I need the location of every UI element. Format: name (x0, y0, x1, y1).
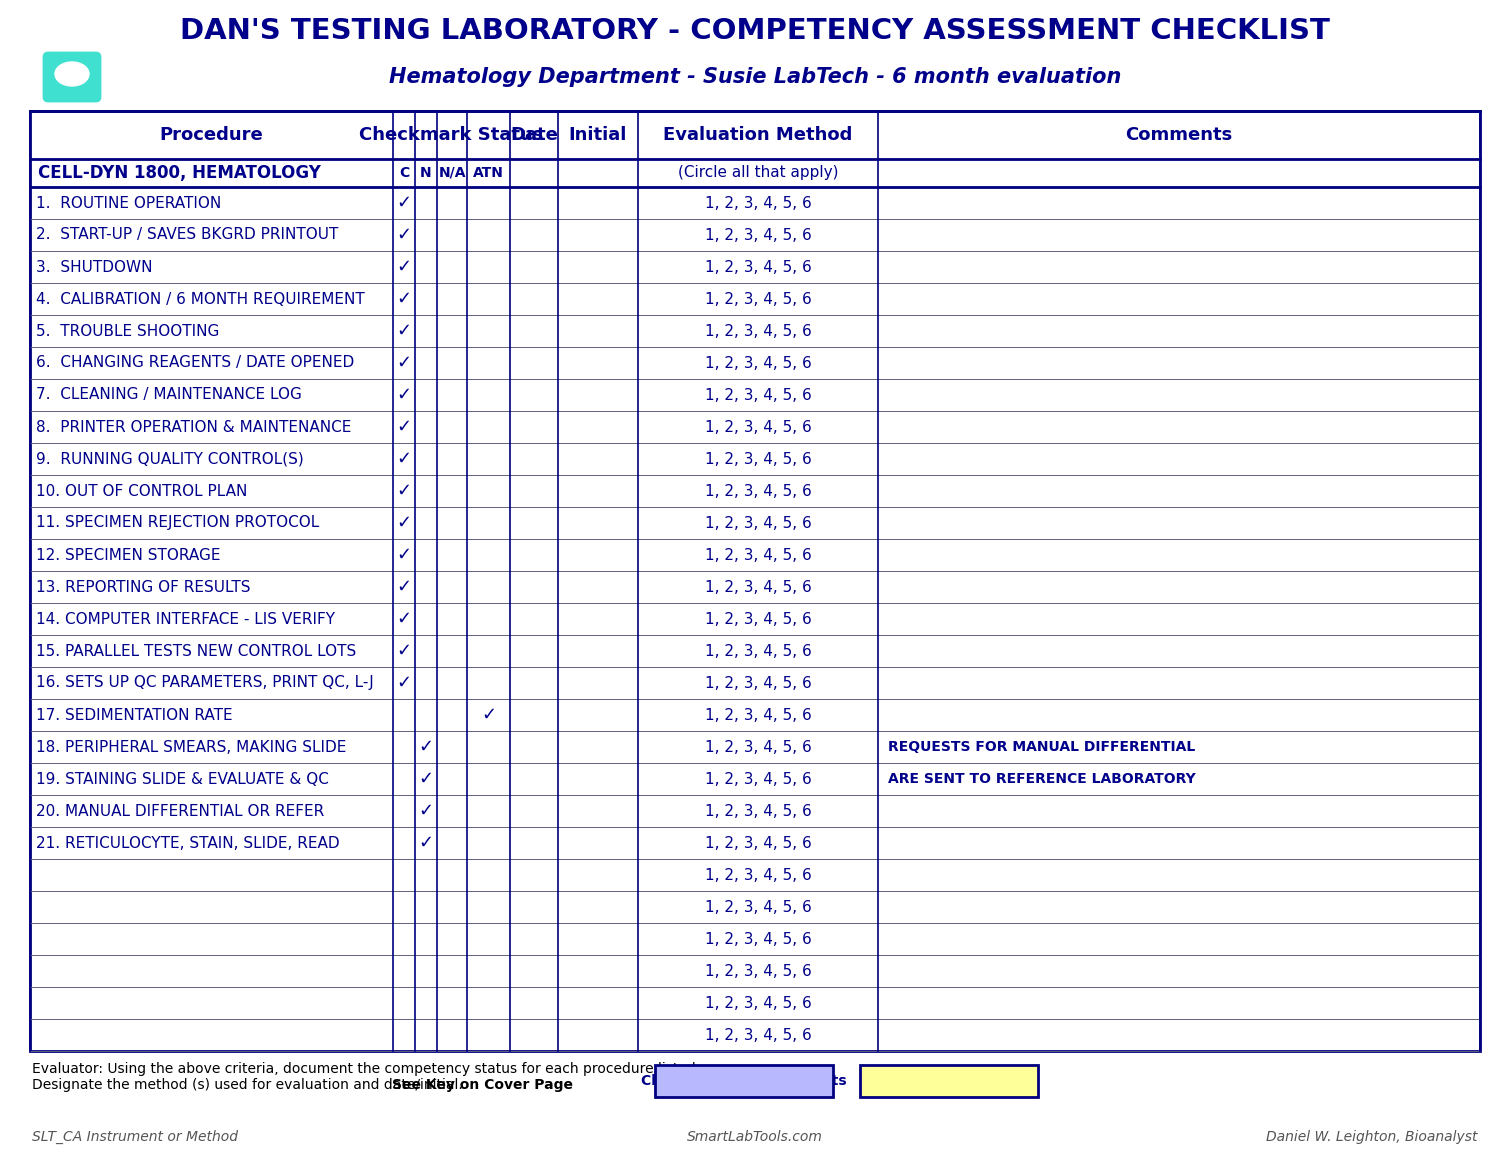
Text: 13. REPORTING OF RESULTS: 13. REPORTING OF RESULTS (36, 580, 251, 595)
Text: 1, 2, 3, 4, 5, 6: 1, 2, 3, 4, 5, 6 (704, 643, 811, 658)
Text: 1, 2, 3, 4, 5, 6: 1, 2, 3, 4, 5, 6 (704, 452, 811, 467)
Text: ✓: ✓ (396, 450, 411, 468)
Text: 1, 2, 3, 4, 5, 6: 1, 2, 3, 4, 5, 6 (704, 1028, 811, 1042)
Text: 1, 2, 3, 4, 5, 6: 1, 2, 3, 4, 5, 6 (704, 867, 811, 882)
Text: Daniel W. Leighton, Bioanalyst: Daniel W. Leighton, Bioanalyst (1266, 1130, 1478, 1144)
Text: ✓: ✓ (396, 578, 411, 596)
Text: 1, 2, 3, 4, 5, 6: 1, 2, 3, 4, 5, 6 (704, 932, 811, 947)
Text: Date: Date (511, 126, 558, 144)
Text: 20. MANUAL DIFFERENTIAL OR REFER: 20. MANUAL DIFFERENTIAL OR REFER (36, 803, 325, 818)
Text: ✓: ✓ (396, 482, 411, 500)
Text: 19. STAINING SLIDE & EVALUATE & QC: 19. STAINING SLIDE & EVALUATE & QC (36, 772, 329, 787)
Text: ✓: ✓ (480, 706, 496, 724)
Text: 1, 2, 3, 4, 5, 6: 1, 2, 3, 4, 5, 6 (704, 516, 811, 531)
Text: Initial: Initial (568, 126, 627, 144)
Text: CELL-DYN 1800, HEMATOLOGY: CELL-DYN 1800, HEMATOLOGY (38, 165, 320, 182)
Text: 1, 2, 3, 4, 5, 6: 1, 2, 3, 4, 5, 6 (704, 356, 811, 371)
Bar (30, 111, 1479, 1051)
Text: Designate the method (s) used for evaluation and date/initial.: Designate the method (s) used for evalua… (32, 1078, 471, 1092)
Text: ✓: ✓ (396, 610, 411, 628)
Text: 1, 2, 3, 4, 5, 6: 1, 2, 3, 4, 5, 6 (704, 292, 811, 306)
Text: Clear Checks & Comments: Clear Checks & Comments (641, 1074, 846, 1088)
Text: 21. RETICULOCYTE, STAIN, SLIDE, READ: 21. RETICULOCYTE, STAIN, SLIDE, READ (36, 836, 340, 851)
Text: ✓: ✓ (396, 642, 411, 659)
Text: 6.  CHANGING REAGENTS / DATE OPENED: 6. CHANGING REAGENTS / DATE OPENED (36, 356, 354, 371)
Text: N/A: N/A (438, 166, 465, 180)
Text: ✓: ✓ (396, 353, 411, 372)
Text: ✓: ✓ (396, 290, 411, 308)
Text: REQUESTS FOR MANUAL DIFFERENTIAL: REQUESTS FOR MANUAL DIFFERENTIAL (888, 739, 1195, 755)
Text: ✓: ✓ (396, 226, 411, 245)
Text: 18. PERIPHERAL SMEARS, MAKING SLIDE: 18. PERIPHERAL SMEARS, MAKING SLIDE (36, 739, 346, 755)
Text: ✓: ✓ (396, 194, 411, 212)
Text: ✓: ✓ (396, 322, 411, 340)
Text: SmartLabTools.com: SmartLabTools.com (688, 1130, 823, 1144)
Text: ✓: ✓ (396, 258, 411, 276)
Text: 1, 2, 3, 4, 5, 6: 1, 2, 3, 4, 5, 6 (704, 547, 811, 562)
FancyBboxPatch shape (44, 53, 100, 101)
Text: 1, 2, 3, 4, 5, 6: 1, 2, 3, 4, 5, 6 (704, 676, 811, 691)
Bar (654, 1065, 833, 1098)
Text: Comments: Comments (1126, 126, 1233, 144)
Text: 12. SPECIMEN STORAGE: 12. SPECIMEN STORAGE (36, 547, 221, 562)
Text: ✓: ✓ (419, 802, 434, 821)
Text: 7.  CLEANING / MAINTENANCE LOG: 7. CLEANING / MAINTENANCE LOG (36, 387, 302, 402)
Text: Checkmark Status: Checkmark Status (360, 126, 544, 144)
Ellipse shape (54, 61, 89, 86)
Text: 14. COMPUTER INTERFACE - LIS VERIFY: 14. COMPUTER INTERFACE - LIS VERIFY (36, 612, 335, 627)
Text: ✓: ✓ (419, 738, 434, 756)
Text: 1, 2, 3, 4, 5, 6: 1, 2, 3, 4, 5, 6 (704, 323, 811, 338)
Text: 1, 2, 3, 4, 5, 6: 1, 2, 3, 4, 5, 6 (704, 707, 811, 722)
Text: 1, 2, 3, 4, 5, 6: 1, 2, 3, 4, 5, 6 (704, 387, 811, 402)
Text: ARE SENT TO REFERENCE LABORATORY: ARE SENT TO REFERENCE LABORATORY (888, 772, 1195, 786)
Text: ✓: ✓ (396, 418, 411, 436)
Text: Procedure: Procedure (160, 126, 263, 144)
Text: 1, 2, 3, 4, 5, 6: 1, 2, 3, 4, 5, 6 (704, 227, 811, 242)
Text: ✓: ✓ (396, 386, 411, 404)
Text: 1, 2, 3, 4, 5, 6: 1, 2, 3, 4, 5, 6 (704, 196, 811, 211)
Text: Evaluator: Using the above criteria, document the competency status for each pro: Evaluator: Using the above criteria, doc… (32, 1062, 700, 1076)
Text: 1, 2, 3, 4, 5, 6: 1, 2, 3, 4, 5, 6 (704, 803, 811, 818)
Text: 3.  SHUTDOWN: 3. SHUTDOWN (36, 260, 153, 275)
Text: 8.  PRINTER OPERATION & MAINTENANCE: 8. PRINTER OPERATION & MAINTENANCE (36, 420, 352, 435)
Text: 15. PARALLEL TESTS NEW CONTROL LOTS: 15. PARALLEL TESTS NEW CONTROL LOTS (36, 643, 357, 658)
Text: 1, 2, 3, 4, 5, 6: 1, 2, 3, 4, 5, 6 (704, 739, 811, 755)
Text: 1, 2, 3, 4, 5, 6: 1, 2, 3, 4, 5, 6 (704, 612, 811, 627)
Text: See Key on Cover Page: See Key on Cover Page (391, 1078, 573, 1092)
Text: ✓: ✓ (396, 675, 411, 692)
Text: (Circle all that apply): (Circle all that apply) (678, 166, 839, 181)
Text: 1, 2, 3, 4, 5, 6: 1, 2, 3, 4, 5, 6 (704, 963, 811, 978)
Bar (860, 1065, 1038, 1098)
Text: Evaluation Method: Evaluation Method (663, 126, 852, 144)
Text: 1, 2, 3, 4, 5, 6: 1, 2, 3, 4, 5, 6 (704, 836, 811, 851)
Text: ✓: ✓ (396, 546, 411, 564)
Text: Clear Entire Form: Clear Entire Form (881, 1074, 1018, 1088)
Text: C: C (399, 166, 409, 180)
Text: 1, 2, 3, 4, 5, 6: 1, 2, 3, 4, 5, 6 (704, 580, 811, 595)
Text: 11. SPECIMEN REJECTION PROTOCOL: 11. SPECIMEN REJECTION PROTOCOL (36, 516, 319, 531)
Text: N: N (420, 166, 432, 180)
Text: 1, 2, 3, 4, 5, 6: 1, 2, 3, 4, 5, 6 (704, 899, 811, 914)
Text: 2.  START-UP / SAVES BKGRD PRINTOUT: 2. START-UP / SAVES BKGRD PRINTOUT (36, 227, 338, 242)
Text: 4.  CALIBRATION / 6 MONTH REQUIREMENT: 4. CALIBRATION / 6 MONTH REQUIREMENT (36, 292, 364, 306)
Text: 10. OUT OF CONTROL PLAN: 10. OUT OF CONTROL PLAN (36, 483, 248, 498)
Text: ATN: ATN (473, 166, 505, 180)
Text: ✓: ✓ (396, 513, 411, 532)
Text: DAN'S TESTING LABORATORY - COMPETENCY ASSESSMENT CHECKLIST: DAN'S TESTING LABORATORY - COMPETENCY AS… (180, 17, 1330, 45)
Text: SLT_CA Instrument or Method: SLT_CA Instrument or Method (32, 1130, 239, 1144)
Text: Hematology Department - Susie LabTech - 6 month evaluation: Hematology Department - Susie LabTech - … (388, 67, 1121, 87)
Text: ✓: ✓ (419, 770, 434, 788)
Text: 16. SETS UP QC PARAMETERS, PRINT QC, L-J: 16. SETS UP QC PARAMETERS, PRINT QC, L-J (36, 676, 373, 691)
Text: 1, 2, 3, 4, 5, 6: 1, 2, 3, 4, 5, 6 (704, 260, 811, 275)
Text: 1.  ROUTINE OPERATION: 1. ROUTINE OPERATION (36, 196, 221, 211)
Text: 5.  TROUBLE SHOOTING: 5. TROUBLE SHOOTING (36, 323, 219, 338)
Text: 17. SEDIMENTATION RATE: 17. SEDIMENTATION RATE (36, 707, 233, 722)
Text: 1, 2, 3, 4, 5, 6: 1, 2, 3, 4, 5, 6 (704, 772, 811, 787)
Text: 9.  RUNNING QUALITY CONTROL(S): 9. RUNNING QUALITY CONTROL(S) (36, 452, 304, 467)
Text: 1, 2, 3, 4, 5, 6: 1, 2, 3, 4, 5, 6 (704, 483, 811, 498)
Text: 1, 2, 3, 4, 5, 6: 1, 2, 3, 4, 5, 6 (704, 420, 811, 435)
Text: 1, 2, 3, 4, 5, 6: 1, 2, 3, 4, 5, 6 (704, 996, 811, 1011)
Text: ✓: ✓ (419, 834, 434, 852)
